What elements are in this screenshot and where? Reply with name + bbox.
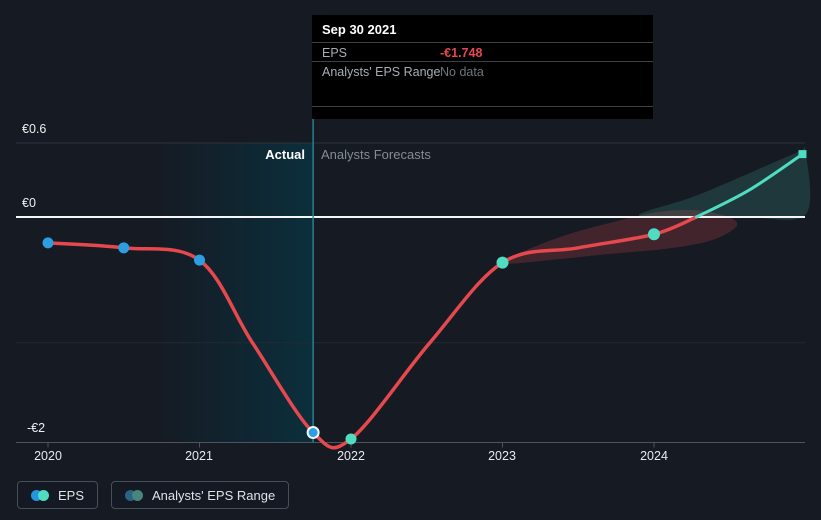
tooltip-eps-value: -€1.748 [440, 46, 483, 60]
eps-legend-icon [31, 489, 49, 501]
analysts-range-far-term-band [638, 146, 811, 220]
legend-analysts-eps-range[interactable]: Analysts' EPS Range [111, 481, 290, 509]
data-point[interactable] [345, 433, 357, 445]
range-blue-dot-icon [125, 489, 137, 501]
range-teal-dot-icon [132, 489, 144, 501]
legend-eps-label: EPS [58, 487, 85, 503]
eps-blue-dot-icon [31, 489, 42, 501]
data-point[interactable] [118, 242, 130, 254]
actual-region-highlight [161, 143, 314, 443]
tooltip-bottom-divider [312, 106, 653, 107]
tooltip-range-label: Analysts' EPS Range [322, 65, 441, 79]
x-tick-label-2020: 2020 [34, 449, 62, 463]
x-tick-label-2023: 2023 [488, 449, 516, 463]
legend-eps[interactable]: EPS [17, 481, 99, 509]
data-point[interactable] [194, 254, 205, 266]
tooltip-eps-label: EPS [322, 46, 348, 60]
x-tick-label-2022: 2022 [337, 449, 365, 463]
forecasts-zone-label: Analysts Forecasts [321, 147, 431, 162]
x-tick-label-2021: 2021 [185, 449, 213, 463]
tooltip-row-eps: EPS -€1.748 [312, 42, 653, 61]
hover-tooltip: Sep 30 2021 EPS -€1.748 Analysts' EPS Ra… [312, 15, 653, 119]
data-point[interactable] [496, 256, 509, 269]
forecast-end-marker[interactable] [798, 150, 807, 159]
data-point[interactable] [648, 228, 660, 241]
x-tick-label-2024: 2024 [640, 449, 668, 463]
y-tick-label-0: €0.6 [22, 122, 47, 136]
legend-range-label: Analysts' EPS Range [152, 487, 276, 503]
range-legend-icon [125, 489, 144, 501]
actual-zone-label: Actual [265, 147, 305, 162]
forecast-line [694, 152, 804, 219]
data-point[interactable] [42, 237, 54, 249]
tooltip-spacer [312, 80, 653, 106]
legend: EPS Analysts' EPS Range [17, 481, 290, 509]
tooltip-range-value: No data [440, 65, 484, 79]
tooltip-row-range: Analysts' EPS Range No data [312, 61, 653, 80]
y-tick-label-2: -€2 [27, 421, 46, 435]
y-tick-label-1: €0 [22, 196, 36, 210]
analysts-range-near-term-band [502, 210, 738, 264]
hovered-data-point[interactable] [306, 426, 320, 440]
eps-teal-dot-icon [38, 489, 49, 501]
tooltip-date: Sep 30 2021 [322, 22, 397, 37]
